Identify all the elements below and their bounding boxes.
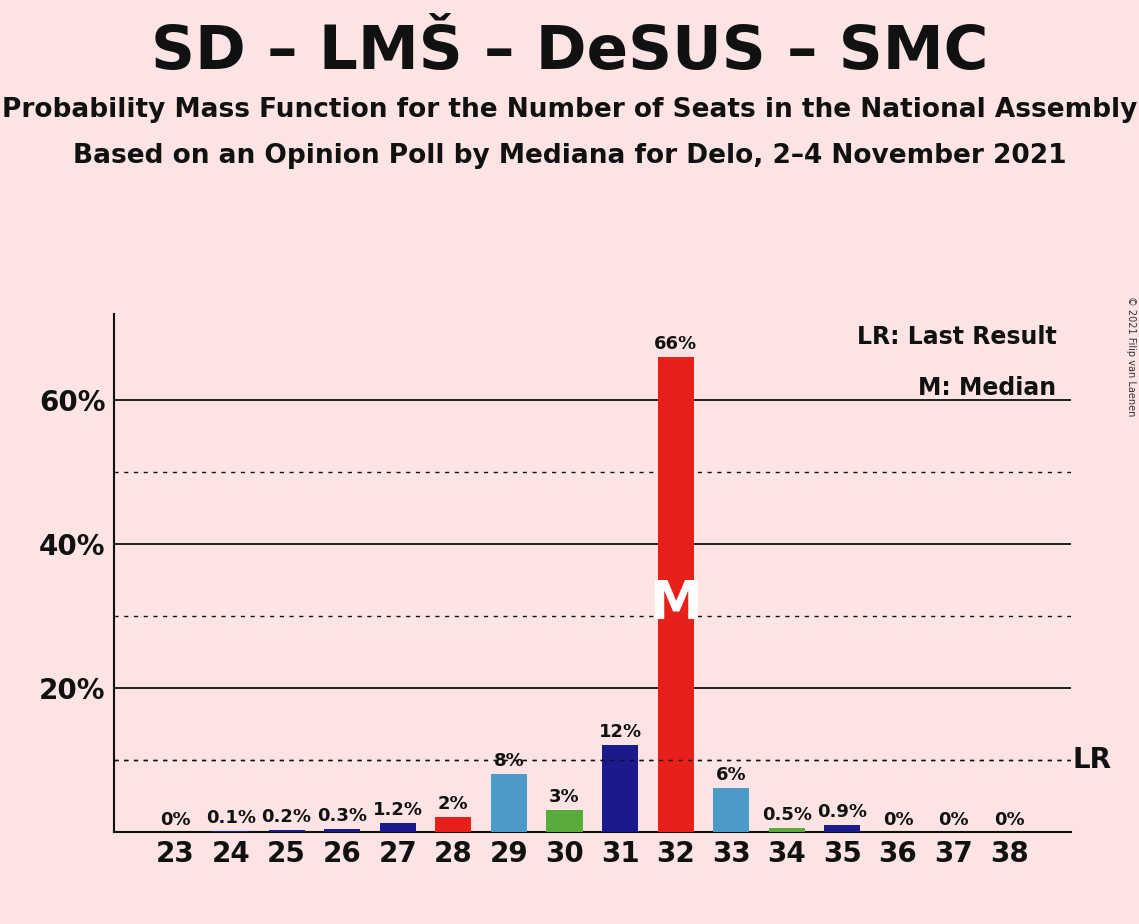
Text: M: Median: M: Median xyxy=(918,376,1056,400)
Text: Based on an Opinion Poll by Mediana for Delo, 2–4 November 2021: Based on an Opinion Poll by Mediana for … xyxy=(73,143,1066,169)
Bar xyxy=(325,830,360,832)
Bar xyxy=(769,828,805,832)
Text: 0%: 0% xyxy=(883,810,913,829)
Text: 2%: 2% xyxy=(439,795,468,813)
Text: 3%: 3% xyxy=(549,788,580,806)
Text: 0.9%: 0.9% xyxy=(818,803,868,821)
Bar xyxy=(269,830,304,832)
Bar xyxy=(379,823,416,832)
Bar xyxy=(713,788,749,832)
Bar xyxy=(491,774,527,832)
Text: 0%: 0% xyxy=(994,810,1024,829)
Text: 0%: 0% xyxy=(939,810,969,829)
Text: 0.3%: 0.3% xyxy=(317,808,367,825)
Text: © 2021 Filip van Laenen: © 2021 Filip van Laenen xyxy=(1126,296,1136,416)
Text: Probability Mass Function for the Number of Seats in the National Assembly: Probability Mass Function for the Number… xyxy=(2,97,1137,123)
Text: 0.2%: 0.2% xyxy=(262,808,312,826)
Text: M: M xyxy=(649,578,702,630)
Text: 0.5%: 0.5% xyxy=(762,806,812,823)
Text: 66%: 66% xyxy=(654,335,697,353)
Bar xyxy=(825,825,860,832)
Text: 0%: 0% xyxy=(161,810,190,829)
Text: LR: LR xyxy=(1073,746,1112,773)
Text: SD – LMŠ – DeSUS – SMC: SD – LMŠ – DeSUS – SMC xyxy=(150,23,989,82)
Text: 0.1%: 0.1% xyxy=(206,808,256,827)
Bar xyxy=(603,746,638,832)
Text: 1.2%: 1.2% xyxy=(372,801,423,819)
Bar xyxy=(435,817,472,832)
Bar xyxy=(547,810,582,832)
Text: 12%: 12% xyxy=(598,723,641,741)
Text: 6%: 6% xyxy=(716,766,746,784)
Bar xyxy=(657,358,694,832)
Text: 8%: 8% xyxy=(493,752,524,770)
Text: LR: Last Result: LR: Last Result xyxy=(857,324,1056,348)
